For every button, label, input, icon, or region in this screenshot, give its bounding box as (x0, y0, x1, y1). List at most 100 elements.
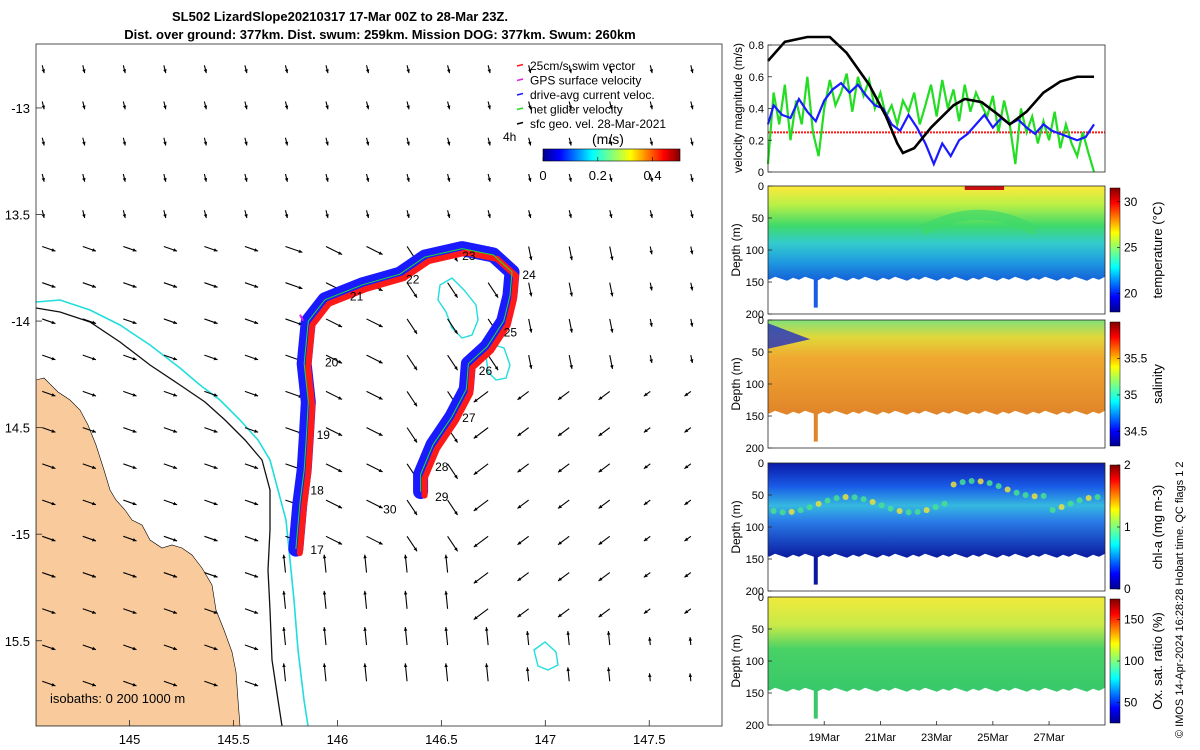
track-day-label: 21 (350, 289, 364, 303)
current-arrow-head (444, 663, 448, 668)
time-x-tick-label: 25Mar (977, 732, 1009, 744)
current-arrow-head (132, 393, 137, 397)
legend-entry-label: GPS surface velocity (530, 74, 641, 88)
current-arrow-head (484, 663, 489, 668)
current-arrow-head (413, 438, 418, 443)
current-arrow-head (444, 590, 448, 595)
current-arrow-head (51, 465, 56, 469)
current-arrow-head (598, 504, 603, 509)
current-arrow-head (298, 285, 303, 290)
map-y-tick-label: 15.5 (5, 634, 30, 649)
current-arrow-head (173, 284, 178, 288)
map-x-tick-label: 145.5 (217, 732, 250, 747)
current-arrow-head (643, 537, 648, 542)
map-y-tick-label: 14.5 (5, 421, 30, 436)
current-arrow-head (566, 631, 570, 635)
chl-a-max-sample (986, 480, 993, 487)
current-arrow-head (213, 284, 218, 288)
temperature-colorbar-tick-label: 30 (1124, 195, 1138, 209)
current-arrow-head (529, 292, 533, 297)
chl-a-max-sample (779, 509, 786, 516)
current-velocity-line (766, 81, 1095, 167)
current-arrow-head (517, 577, 522, 581)
current-arrow-head (203, 214, 208, 218)
eddy-contour-3 (533, 641, 559, 671)
current-arrow-head (649, 69, 654, 74)
current-arrow-head (132, 465, 137, 469)
track-swim-vectors (296, 249, 520, 557)
map-panel: 17 18 19 20 21 22 23 24 25 26 27 28 29 30 145 145.5 146… (5, 43, 723, 747)
map-x-tick-label: 146.5 (425, 732, 458, 747)
current-arrow-head (378, 360, 383, 364)
map-x-tick-label: 146 (327, 732, 349, 747)
current-arrow-head (325, 214, 329, 218)
current-arrow-head (51, 683, 56, 687)
current-arrow-head (173, 501, 178, 506)
current-arrow-head (494, 293, 499, 298)
current-arrow-head (648, 673, 652, 678)
map-y-tick-label: -14 (11, 314, 30, 329)
oxygen-y-tick-label: 0 (758, 592, 764, 604)
current-arrow-head (41, 177, 45, 182)
track-day-label: 25 (504, 326, 518, 340)
current-arrow-head (689, 359, 694, 364)
oxygen-colorbar-label: Ox. sat. ratio (%) (1150, 612, 1165, 710)
chl-a-max-sample (770, 507, 777, 514)
current-arrow-head (444, 627, 448, 631)
current-arrow-head (122, 214, 127, 218)
current-arrow-head (569, 292, 573, 297)
velocity-y-tick-label: 0.2 (749, 135, 764, 147)
chl-a-max-sample (1022, 492, 1029, 499)
chl-a-field (768, 463, 1105, 558)
current-arrow-head (82, 214, 86, 218)
current-arrow-head (406, 69, 410, 74)
current-arrow-head (606, 667, 611, 672)
velocity-y-tick-label: 0.8 (749, 40, 764, 52)
oxygen-ylabel: Depth (m) (729, 634, 743, 687)
current-arrow-head (298, 249, 303, 253)
current-arrow-head (598, 396, 603, 400)
temperature-ylabel: Depth (m) (729, 223, 743, 276)
current-arrow-head (413, 329, 418, 334)
oxygen-field (768, 597, 1105, 692)
current-arrow-head (690, 177, 694, 182)
map-x-tick-label: 145 (119, 732, 141, 747)
track-day-label: 19 (317, 428, 331, 442)
vector-hint: 4h (503, 130, 516, 144)
chl-a-max-sample (977, 478, 984, 485)
current-arrow-head (282, 554, 286, 559)
current-arrow-head (92, 465, 96, 469)
chl-a-max-sample (1031, 493, 1038, 500)
current-arrow-head (254, 284, 259, 288)
legend-entry-label: 25cm/s swim vector (530, 59, 635, 73)
colorbar-label: (m/s) (592, 131, 624, 147)
velocity-y-tick-label: 0.6 (749, 72, 764, 84)
current-arrow-head (132, 356, 137, 361)
current-arrow-head (403, 554, 408, 559)
current-arrow-head (92, 248, 96, 252)
temperature-y-tick-label: 50 (752, 213, 764, 225)
current-arrow-head (254, 393, 259, 397)
current-arrow-head (517, 541, 522, 545)
current-arrow-head (609, 177, 613, 182)
current-arrow-head (525, 631, 530, 635)
current-arrow-head (473, 543, 478, 548)
chl-a-max-sample (905, 509, 912, 516)
current-arrow-head (454, 257, 458, 262)
track-day-label: 27 (462, 411, 476, 425)
current-arrow-head (82, 141, 86, 146)
current-arrow-head (558, 541, 562, 545)
velocity-panel: 0 0.2 0.4 0.6 0.8 velocity magnitude (m/s) (731, 35, 1106, 179)
current-arrow-head (132, 429, 137, 433)
current-arrow-head (568, 105, 572, 110)
current-arrow-head (163, 69, 167, 74)
current-arrow-head (610, 328, 614, 333)
current-arrow-head (643, 392, 648, 397)
chl-a-colorbar-tick-label: 2 (1124, 458, 1131, 472)
sfc-geostrophic-velocity-line (767, 35, 1095, 155)
current-arrow-head (173, 465, 178, 469)
current-arrow-head (163, 141, 167, 146)
track-day-label: 18 (310, 483, 324, 497)
current-arrow-head (609, 141, 613, 146)
current-arrow-head (132, 501, 137, 506)
